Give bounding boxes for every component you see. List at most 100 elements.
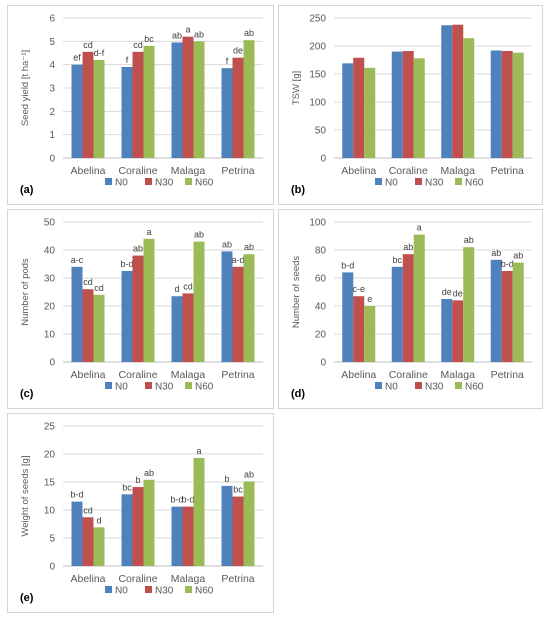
- bar: [402, 254, 414, 362]
- bar: [82, 51, 94, 159]
- legend-swatch: [455, 178, 462, 185]
- y-tick-label: 5: [49, 37, 55, 48]
- bar-significance-label: ab: [403, 242, 413, 252]
- legend-swatch: [375, 178, 382, 185]
- legend-swatch: [185, 178, 192, 185]
- legend-swatch: [455, 382, 462, 389]
- y-axis-label: Seed yield [t ha⁻¹]: [20, 50, 31, 126]
- category-label: Coraline: [118, 165, 157, 177]
- legend-label: N0: [385, 382, 398, 393]
- bar: [171, 506, 183, 566]
- y-tick-label: 80: [315, 246, 327, 257]
- bar: [171, 296, 183, 362]
- legend-label: N0: [385, 178, 398, 189]
- category-label: Malaga: [171, 573, 206, 585]
- bar-significance-label: ab: [222, 239, 232, 249]
- legend-swatch: [415, 382, 422, 389]
- chart-d: 0 20 40 60 80 100 Number of seeds Abelina b-d c-e…: [291, 218, 532, 400]
- bar: [364, 306, 376, 362]
- bar: [232, 57, 244, 158]
- bar-significance-label: bc: [233, 485, 243, 495]
- bar: [342, 272, 354, 362]
- y-tick-label: 1: [49, 130, 55, 141]
- panel-label: (e): [20, 592, 34, 604]
- legend-swatch: [105, 586, 112, 593]
- bar: [82, 517, 94, 566]
- chart-b: 0 50 100 150 200 250 TSW [g] Abelina Coraline Mal…: [291, 14, 532, 196]
- bar-significance-label: cd: [83, 40, 93, 50]
- category-label: Abelina: [341, 369, 376, 381]
- legend-swatch: [375, 382, 382, 389]
- bar-significance-label: ab: [133, 244, 143, 254]
- category-label: Abelina: [70, 369, 105, 381]
- bar-significance-label: ab: [144, 468, 154, 478]
- bar-significance-label: a: [185, 25, 190, 35]
- y-tick-label: 6: [49, 14, 55, 25]
- y-tick-label: 60: [315, 274, 327, 285]
- y-tick-label: 3: [49, 84, 55, 95]
- panel-c: 0 10 20 30 40 50 Number of pods Abelina a-c cd cd C…: [7, 209, 274, 409]
- category-label: Petrina: [491, 369, 524, 381]
- panel-d: 0 20 40 60 80 100 Number of seeds Abelina b-d c-e…: [278, 209, 543, 409]
- panel-label: (c): [20, 388, 34, 400]
- category-label: Petrina: [221, 165, 254, 177]
- category-label: Abelina: [70, 165, 105, 177]
- legend-label: N60: [465, 382, 484, 393]
- category-label: Petrina: [491, 165, 524, 177]
- legend-label: N60: [195, 178, 214, 189]
- bar: [121, 494, 133, 566]
- bar-significance-label: a-c: [71, 255, 84, 265]
- bar-significance-label: ab: [194, 29, 204, 39]
- bar: [193, 41, 205, 159]
- bar-significance-label: cd: [83, 505, 93, 515]
- bar-significance-label: de: [233, 46, 243, 56]
- bar: [71, 501, 83, 566]
- category-label: Coraline: [389, 165, 428, 177]
- bar-significance-label: e: [367, 294, 372, 304]
- bar-significance-label: ab: [194, 230, 204, 240]
- bar: [512, 262, 524, 362]
- category-label: Coraline: [389, 369, 428, 381]
- legend-swatch: [105, 382, 112, 389]
- bar: [512, 52, 524, 158]
- category-label: Coraline: [118, 573, 157, 585]
- y-tick-label: 15: [44, 478, 56, 489]
- bar: [182, 506, 194, 566]
- y-tick-label: 150: [309, 70, 326, 81]
- y-axis-label: TSW [g]: [291, 71, 302, 105]
- bar-significance-label: ab: [464, 235, 474, 245]
- bar-significance-label: b-d: [501, 259, 514, 269]
- bar: [143, 238, 155, 362]
- bar-significance-label: a: [417, 223, 422, 233]
- bar-significance-label: de: [453, 288, 463, 298]
- bar-significance-label: ab: [513, 251, 523, 261]
- bar: [243, 481, 255, 566]
- bar-significance-label: b: [224, 474, 229, 484]
- bar: [413, 58, 425, 158]
- bar: [413, 234, 425, 362]
- category-label: Abelina: [70, 573, 105, 585]
- bar: [221, 485, 233, 566]
- bar: [243, 40, 255, 158]
- y-tick-label: 0: [49, 562, 55, 573]
- category-label: Malaga: [171, 165, 206, 177]
- bar-significance-label: f: [126, 55, 129, 65]
- y-axis-label: Weight of seeds [g]: [20, 455, 31, 536]
- bar-significance-label: b-d: [120, 259, 133, 269]
- y-tick-label: 2: [49, 107, 55, 118]
- bar-significance-label: d: [96, 515, 101, 525]
- category-label: Coraline: [118, 369, 157, 381]
- bar-significance-label: c-e: [352, 284, 365, 294]
- bar-significance-label: de: [442, 287, 452, 297]
- panel-b: 0 50 100 150 200 250 TSW [g] Abelina Coraline Mal…: [278, 5, 543, 205]
- legend-swatch: [105, 178, 112, 185]
- legend-label: N30: [155, 178, 174, 189]
- legend-label: N0: [115, 178, 128, 189]
- bar-significance-label: cd: [183, 281, 193, 291]
- legend-swatch: [145, 178, 152, 185]
- bar-significance-label: b-d: [181, 495, 194, 505]
- bar-significance-label: ab: [244, 469, 254, 479]
- bar: [490, 50, 502, 159]
- bar: [193, 457, 205, 566]
- y-tick-label: 200: [309, 42, 326, 53]
